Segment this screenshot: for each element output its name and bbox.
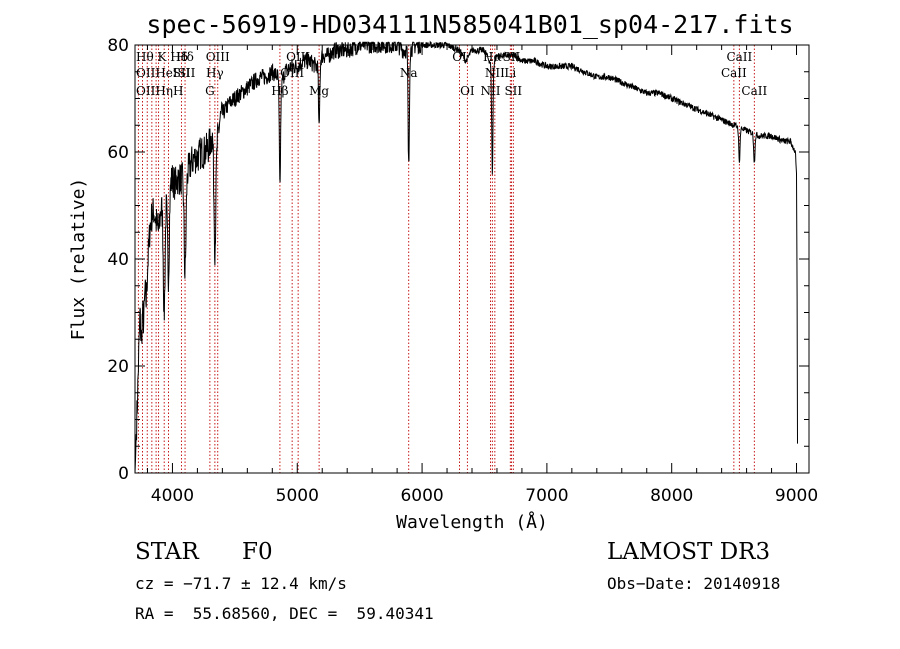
- x-tick-label: 4000: [151, 486, 194, 506]
- line-marker-label: SII: [504, 84, 522, 98]
- line-marker-label: OI: [452, 50, 467, 64]
- x-axis-label: Wavelength (Å): [396, 511, 548, 533]
- axis-tick-labels: 4000 5000 6000 7000 8000 9000 0 20 40 60 80: [107, 36, 818, 506]
- x-tick-label: 5000: [276, 486, 319, 506]
- line-marker-label: Hδ: [176, 50, 194, 64]
- line-markers: [137, 45, 755, 473]
- line-marker-label: SII: [173, 66, 191, 80]
- axis-ticks: [135, 44, 809, 474]
- line-marker-label: Li: [504, 66, 516, 80]
- y-tick-label: 60: [107, 143, 129, 163]
- line-marker-label: OIII: [286, 50, 310, 64]
- line-marker-label: SII: [503, 50, 521, 64]
- line-marker-label: Hβ: [271, 84, 288, 98]
- line-marker-label-cluster: OIIHeISII: [136, 66, 196, 80]
- line-marker-label: CaII: [741, 84, 767, 98]
- x-tick-label: 6000: [400, 486, 443, 506]
- line-marker-label-cluster: Hθ K Hδ: [136, 50, 188, 64]
- plot-frame: [134, 44, 810, 474]
- redshift-velocity: cz = −71.7 ± 12.4 km/s: [135, 574, 347, 593]
- chart-title: spec-56919-HD034111N585041B01_sp04-217.f…: [146, 10, 793, 39]
- x-tick-label: 9000: [775, 486, 818, 506]
- y-tick-label: 0: [118, 464, 129, 484]
- x-tick-label: 8000: [650, 486, 693, 506]
- line-marker-label: OIII: [206, 50, 230, 64]
- y-tick-label: 40: [107, 250, 129, 270]
- line-marker-label: G: [205, 84, 215, 98]
- line-marker-label: NII: [480, 84, 500, 98]
- x-tick-label: 7000: [525, 486, 568, 506]
- line-marker-label: CaII: [721, 66, 747, 80]
- line-marker-label-cluster: OIIHηH: [136, 84, 183, 98]
- y-axis-label: Flux (relative): [68, 178, 89, 341]
- line-marker-label: OIII: [280, 66, 304, 80]
- survey-name: LAMOST DR3: [607, 539, 771, 565]
- object-class: STAR: [135, 539, 199, 565]
- spectrum-series: [134, 40, 798, 474]
- line-marker-label: NII: [485, 66, 505, 80]
- line-marker-label: CaII: [726, 50, 752, 64]
- spectrum-line: [134, 40, 798, 474]
- spectral-subclass: F0: [242, 539, 273, 565]
- y-tick-label: 20: [107, 357, 129, 377]
- line-marker-label: Hα: [483, 50, 502, 64]
- line-marker-label: Mg: [309, 84, 329, 98]
- y-tick-label: 80: [107, 36, 129, 56]
- line-marker-label: OI: [460, 84, 475, 98]
- line-marker-label: Hγ: [206, 66, 224, 80]
- line-marker-label: Na: [400, 66, 418, 80]
- observation-date: Obs−Date: 20140918: [607, 574, 781, 593]
- ra-dec-coordinates: RA = 55.68560, DEC = 59.40341: [135, 604, 434, 623]
